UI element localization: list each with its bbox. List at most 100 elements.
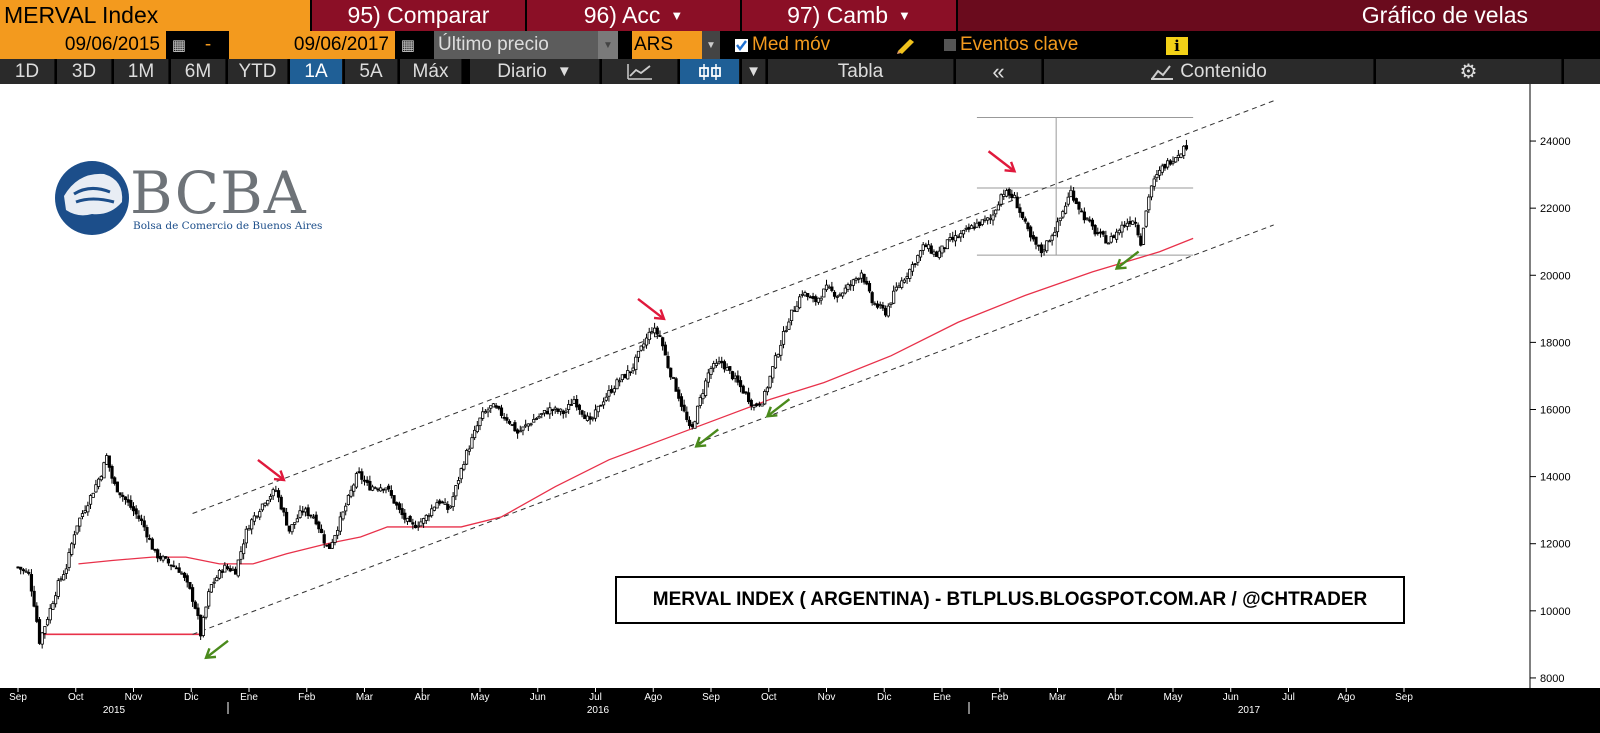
x-month-label: Jun [1223, 692, 1239, 703]
candle [687, 416, 692, 429]
candle [354, 471, 359, 489]
candle [306, 504, 310, 519]
candle [419, 518, 423, 527]
candle [1020, 211, 1025, 220]
candle [1063, 202, 1068, 215]
period-tab-1m[interactable]: 1M [114, 59, 169, 84]
chevron-down-icon[interactable]: ▼ [598, 31, 618, 59]
candle [285, 507, 289, 526]
camb-label: 97) Camb [787, 2, 889, 28]
period-tab-ytd[interactable]: YTD [228, 59, 288, 84]
x-month-label: Jul [589, 692, 602, 703]
collapse-chevrons-icon[interactable]: « [956, 59, 1042, 84]
candle [62, 570, 66, 581]
candle [682, 399, 686, 413]
candle [1074, 197, 1078, 205]
candle [558, 408, 563, 416]
period-tab-6m[interactable]: 6M [171, 59, 226, 84]
candle [91, 492, 95, 498]
candle [763, 389, 767, 406]
candle [953, 230, 958, 247]
candle [940, 245, 944, 258]
start-date-field[interactable]: 09/06/2015 [0, 31, 166, 59]
key-events-checkbox[interactable] [944, 31, 958, 59]
candle [199, 614, 203, 641]
chevron-down-icon: ▼ [670, 8, 684, 23]
candle [137, 510, 141, 522]
calendar-icon[interactable]: ▦ [171, 37, 187, 54]
gear-icon[interactable]: ⚙ [1376, 59, 1562, 84]
table-button[interactable]: Tabla [768, 59, 954, 84]
pencil-icon[interactable] [893, 31, 919, 59]
candle [1012, 191, 1017, 199]
frequency-select[interactable]: Diario ▼ [470, 59, 600, 84]
y-tick-label: 24000 [1540, 136, 1571, 148]
chevron-down-icon[interactable]: ▼ [702, 31, 720, 59]
candle [209, 584, 213, 593]
acc-button[interactable]: 96) Acc ▼ [527, 0, 740, 31]
candle [491, 403, 496, 408]
candle [534, 417, 539, 421]
candle [738, 376, 743, 393]
candle [217, 568, 222, 580]
x-month-label: Sep [1395, 692, 1413, 703]
candle [166, 556, 171, 566]
candle [972, 222, 976, 231]
camb-button[interactable]: 97) Camb ▼ [742, 0, 956, 31]
y-tick-label: 22000 [1540, 203, 1571, 215]
candle [486, 407, 490, 418]
currency-select[interactable]: ARS [632, 31, 702, 59]
compare-button[interactable]: 95) Comparar [312, 0, 525, 31]
candle [677, 386, 681, 402]
period-tab-máx[interactable]: Máx [400, 59, 462, 84]
candle [64, 563, 68, 579]
period-tab-1a[interactable]: 1A [290, 59, 343, 84]
period-tab-1d[interactable]: 1D [0, 59, 55, 84]
candle [250, 518, 254, 535]
info-icon[interactable]: i [1166, 37, 1188, 55]
y-tick-label: 12000 [1540, 539, 1571, 551]
period-tab-3d[interactable]: 3D [57, 59, 112, 84]
candle [1141, 227, 1146, 246]
x-month-label: Dic [877, 692, 891, 703]
end-date-field[interactable]: 09/06/2017 [229, 31, 395, 59]
candle [51, 600, 55, 611]
logo-text: BCBA [130, 159, 307, 227]
candle [75, 525, 79, 536]
period-tab-5a[interactable]: 5A [345, 59, 398, 84]
chevron-down-icon: ▼ [556, 63, 572, 80]
security-name[interactable]: MERVAL Index [0, 0, 310, 31]
price-field-select[interactable]: Último precio [434, 31, 598, 59]
candle [521, 426, 525, 436]
candle [851, 278, 855, 291]
candle [164, 556, 168, 560]
x-month-label: Jun [530, 692, 546, 703]
candle [1007, 187, 1011, 199]
candle [263, 502, 267, 508]
candle [1109, 232, 1113, 244]
moving-average-checkbox[interactable] [735, 31, 749, 59]
candle [282, 507, 286, 517]
candle [322, 530, 326, 549]
x-month-label: Abr [414, 692, 430, 703]
calendar-icon[interactable]: ▦ [400, 37, 416, 54]
arrows-layer [204, 150, 1140, 660]
candle [760, 403, 764, 407]
content-button[interactable]: Contenido [1044, 59, 1374, 84]
candle [204, 606, 208, 620]
candle [475, 420, 479, 434]
candle [666, 351, 670, 370]
candle [1066, 192, 1070, 207]
candle [623, 373, 627, 379]
candlestick-icon[interactable] [680, 59, 740, 84]
y-tick-label: 20000 [1540, 270, 1571, 282]
chevron-down-icon[interactable]: ▼ [742, 59, 766, 84]
candle [443, 498, 447, 505]
line-chart-icon[interactable] [602, 59, 678, 84]
candle [24, 568, 28, 573]
candle [1133, 217, 1137, 228]
candle [768, 375, 772, 390]
toolbar: 1D 3D 1M 6M YTD 1A 5A Máx Diario ▼ ▼ Tabla « Con… [0, 59, 1600, 84]
x-month-label: Ene [240, 692, 258, 703]
candle [639, 345, 643, 352]
